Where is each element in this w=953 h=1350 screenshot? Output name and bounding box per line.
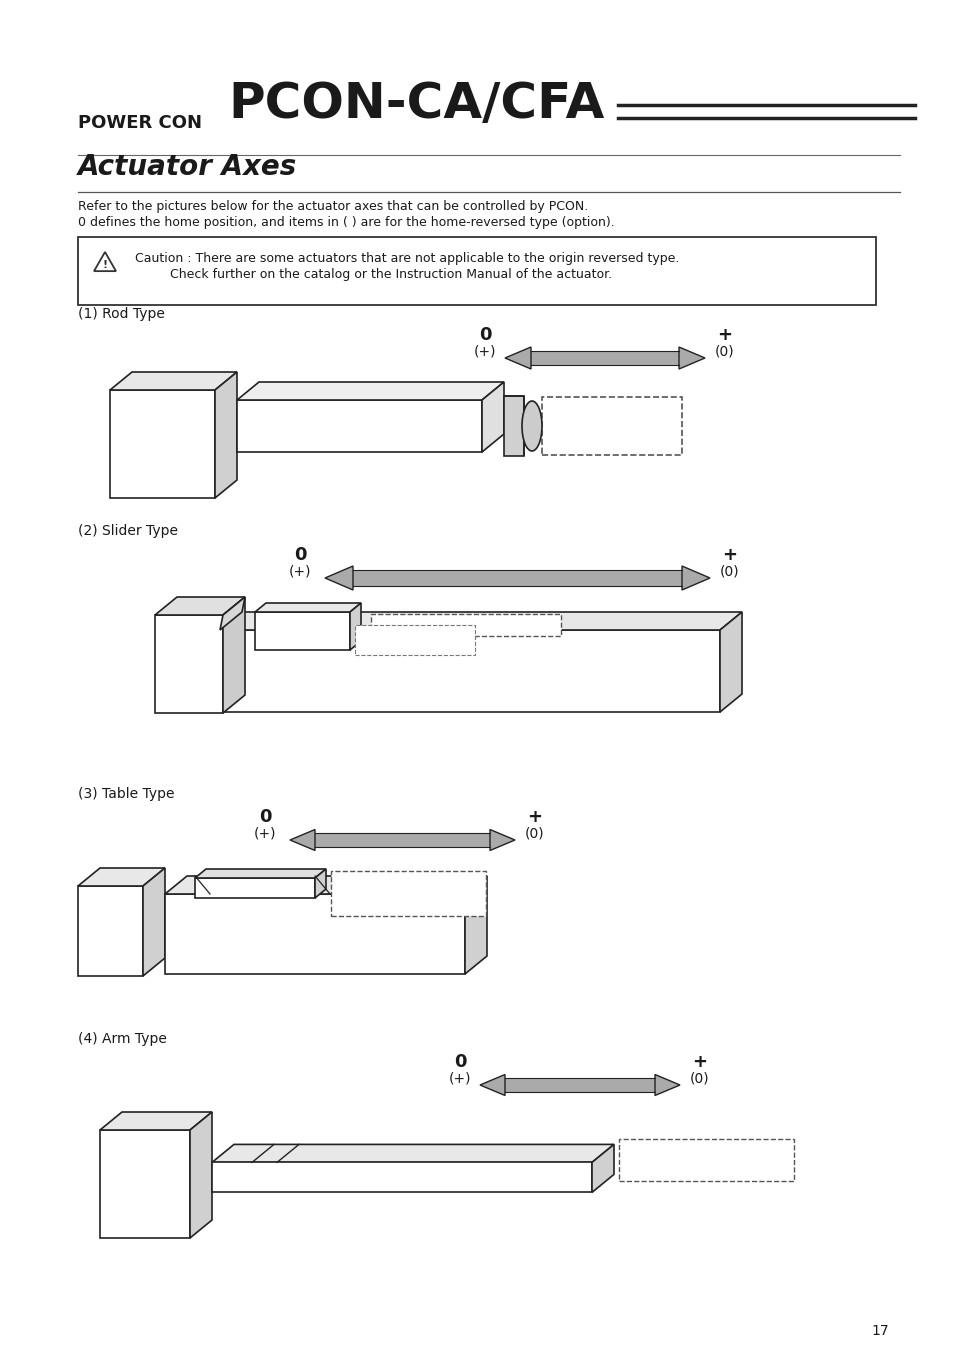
Polygon shape xyxy=(78,868,165,886)
Polygon shape xyxy=(220,597,245,630)
Text: (1) Rod Type: (1) Rod Type xyxy=(78,306,165,321)
Text: 0 defines the home position, and items in ( ) are for the home-reversed type (op: 0 defines the home position, and items i… xyxy=(78,216,614,230)
Text: (0): (0) xyxy=(689,1072,709,1085)
Polygon shape xyxy=(325,566,353,590)
Text: (0): (0) xyxy=(525,828,544,841)
Polygon shape xyxy=(679,347,704,369)
Polygon shape xyxy=(720,612,741,711)
Text: (0): (0) xyxy=(715,346,734,359)
Text: Check further on the catalog or the Instruction Manual of the actuator.: Check further on the catalog or the Inst… xyxy=(170,269,612,281)
Text: 0: 0 xyxy=(294,545,306,564)
Polygon shape xyxy=(481,382,503,452)
Bar xyxy=(504,1079,655,1092)
Bar xyxy=(618,1139,793,1181)
Bar xyxy=(331,871,485,917)
Bar xyxy=(254,612,350,649)
Bar xyxy=(154,616,223,713)
Polygon shape xyxy=(194,869,326,878)
Text: (3) Table Type: (3) Table Type xyxy=(78,787,174,801)
Ellipse shape xyxy=(521,401,541,451)
Bar xyxy=(78,886,143,976)
Text: Actuator Axes: Actuator Axes xyxy=(78,153,297,181)
Text: Caution : There are some actuators that are not applicable to the origin reverse: Caution : There are some actuators that … xyxy=(135,252,679,265)
Polygon shape xyxy=(592,1145,614,1192)
Text: (0): (0) xyxy=(720,566,739,579)
Polygon shape xyxy=(143,868,165,976)
Polygon shape xyxy=(464,876,486,973)
Bar xyxy=(110,390,214,498)
Text: 17: 17 xyxy=(870,1324,888,1338)
FancyBboxPatch shape xyxy=(78,238,875,305)
Text: 0: 0 xyxy=(258,809,271,826)
Polygon shape xyxy=(212,1145,614,1162)
Text: POWER CON: POWER CON xyxy=(78,113,202,132)
Text: (+): (+) xyxy=(289,566,311,579)
Text: (+): (+) xyxy=(474,346,496,359)
Text: (+): (+) xyxy=(448,1072,471,1085)
Text: 0: 0 xyxy=(454,1053,466,1071)
Text: +: + xyxy=(692,1053,707,1071)
Bar xyxy=(531,351,679,364)
Text: 0: 0 xyxy=(478,325,491,344)
Text: Refer to the pictures below for the actuator axes that can be controlled by PCON: Refer to the pictures below for the actu… xyxy=(78,200,588,213)
Polygon shape xyxy=(220,612,741,630)
Bar xyxy=(165,894,464,973)
Bar xyxy=(353,570,681,586)
Polygon shape xyxy=(290,829,314,850)
Polygon shape xyxy=(479,1075,504,1095)
Polygon shape xyxy=(681,566,709,590)
Polygon shape xyxy=(214,373,236,498)
Polygon shape xyxy=(350,603,360,649)
Polygon shape xyxy=(254,603,360,612)
Text: +: + xyxy=(717,325,732,344)
Polygon shape xyxy=(110,373,236,390)
Text: PCON-CA/CFA: PCON-CA/CFA xyxy=(228,80,604,128)
Polygon shape xyxy=(154,597,245,616)
Text: +: + xyxy=(721,545,737,564)
Bar xyxy=(220,630,720,711)
Bar xyxy=(371,614,560,636)
Bar xyxy=(541,397,681,455)
Polygon shape xyxy=(100,1112,212,1130)
Text: (2) Slider Type: (2) Slider Type xyxy=(78,524,178,539)
Bar xyxy=(236,400,481,452)
Text: (+): (+) xyxy=(253,828,276,841)
Polygon shape xyxy=(314,869,326,898)
Bar xyxy=(503,396,523,456)
Polygon shape xyxy=(236,382,503,400)
Polygon shape xyxy=(94,252,116,271)
Bar xyxy=(100,1130,190,1238)
Polygon shape xyxy=(223,597,245,713)
Text: +: + xyxy=(527,809,542,826)
Text: (4) Arm Type: (4) Arm Type xyxy=(78,1031,167,1046)
Polygon shape xyxy=(190,1112,212,1238)
Bar xyxy=(194,878,314,898)
Polygon shape xyxy=(655,1075,679,1095)
Bar xyxy=(314,833,490,846)
Bar xyxy=(355,625,475,655)
Polygon shape xyxy=(165,876,486,894)
Bar xyxy=(212,1162,592,1192)
Polygon shape xyxy=(504,347,531,369)
Polygon shape xyxy=(490,829,515,850)
Text: !: ! xyxy=(102,259,108,270)
